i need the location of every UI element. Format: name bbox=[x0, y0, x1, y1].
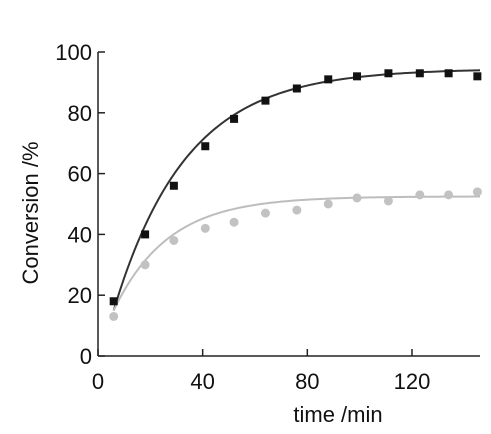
series-2-point bbox=[292, 205, 302, 215]
series-1-point bbox=[109, 297, 118, 306]
series-1-point bbox=[353, 72, 362, 81]
series-1-point bbox=[292, 84, 301, 93]
x-axis-title: time /min bbox=[293, 402, 382, 427]
y-axis-title: Conversion /% bbox=[18, 141, 43, 284]
fit-curve-1 bbox=[112, 69, 481, 311]
series-2-point bbox=[140, 260, 150, 270]
y-tick-label: 0 bbox=[80, 344, 92, 369]
series-2-point bbox=[229, 217, 239, 227]
series-1-point bbox=[384, 69, 393, 78]
y-tick-label: 40 bbox=[68, 222, 92, 247]
series-2-point bbox=[415, 190, 425, 200]
y-tick-label: 60 bbox=[68, 162, 92, 187]
y-tick-label: 100 bbox=[55, 40, 92, 65]
data-markers bbox=[109, 69, 482, 321]
series-2-point bbox=[200, 223, 210, 233]
series-2-point bbox=[109, 311, 119, 321]
x-tick-label: 80 bbox=[295, 369, 319, 394]
x-tick-label: 40 bbox=[190, 369, 214, 394]
series-2-point bbox=[444, 190, 454, 200]
axis-ticks: 0 20 40 60 80 100 0 40 80 120 bbox=[55, 40, 430, 394]
series-2-point bbox=[260, 208, 270, 218]
series-1-point bbox=[473, 72, 482, 81]
series-1-point bbox=[201, 142, 210, 151]
fit-curves bbox=[112, 69, 481, 311]
series-1-point bbox=[169, 181, 178, 190]
x-tick-label: 120 bbox=[394, 369, 431, 394]
series-1-point bbox=[444, 69, 453, 78]
x-tick-label: 0 bbox=[92, 369, 104, 394]
series-1-point bbox=[230, 114, 239, 123]
series-1-point bbox=[261, 96, 270, 105]
axes bbox=[97, 52, 480, 357]
series-1-point bbox=[324, 75, 333, 84]
series-1-point bbox=[415, 69, 424, 78]
series-2-point bbox=[472, 187, 482, 197]
series-2-point bbox=[169, 235, 179, 245]
series-2-point bbox=[323, 199, 333, 209]
y-tick-label: 80 bbox=[68, 101, 92, 126]
series-1-point bbox=[141, 230, 150, 239]
series-2-point bbox=[352, 193, 362, 203]
series-2-point bbox=[383, 196, 393, 206]
y-tick-label: 20 bbox=[68, 283, 92, 308]
